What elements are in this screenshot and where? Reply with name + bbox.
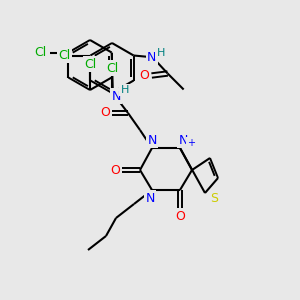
Text: H: H — [121, 85, 129, 95]
Text: Cl: Cl — [84, 58, 96, 70]
Text: Cl: Cl — [106, 61, 118, 74]
Text: N: N — [145, 191, 155, 205]
Text: O: O — [175, 209, 185, 223]
Text: O: O — [140, 69, 150, 82]
Text: O: O — [100, 106, 110, 119]
Text: N: N — [147, 51, 156, 64]
Text: N: N — [147, 134, 157, 146]
Text: +: + — [187, 138, 195, 148]
Text: N: N — [111, 89, 121, 103]
Text: Cl: Cl — [58, 49, 70, 62]
Text: N: N — [178, 134, 188, 146]
Text: H: H — [157, 47, 165, 58]
Text: O: O — [110, 164, 120, 176]
Text: Cl: Cl — [34, 46, 46, 59]
Text: S: S — [210, 193, 218, 206]
